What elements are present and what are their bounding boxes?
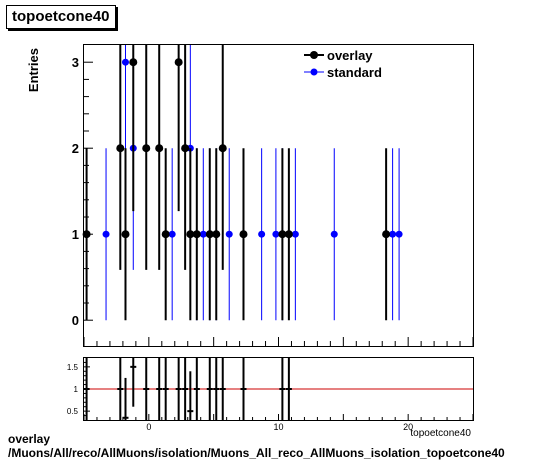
point-standard (389, 230, 397, 238)
main-axes: 0 1 2 3 (72, 55, 474, 346)
plot-title: topoetcone40 (6, 5, 116, 29)
legend-marker-standard (310, 68, 318, 76)
x-tick-label: 0 (146, 422, 151, 432)
ratio-y-tick-label: 0.5 (67, 407, 79, 416)
legend-entry-overlay: overlay (304, 48, 373, 63)
point-overlay (205, 230, 214, 239)
point-overlay (121, 230, 130, 239)
point-overlay (174, 58, 183, 67)
footer-path: /Muons/All/reco/AllMuons/isolation/Muons… (8, 446, 505, 460)
point-overlay (116, 144, 125, 153)
point-overlay (142, 144, 151, 153)
point-standard (199, 230, 207, 238)
point-overlay (161, 230, 170, 239)
point-overlay (192, 230, 201, 239)
point-standard (272, 230, 280, 238)
y-tick-label: 1 (72, 227, 79, 242)
ratio-frame (83, 357, 474, 421)
point-standard (395, 230, 403, 238)
y-tick-label: 2 (72, 141, 79, 156)
y-axis-label: Entries (26, 48, 41, 92)
legend-entry-standard: standard (304, 65, 382, 80)
main-frame (83, 44, 474, 347)
point-standard (225, 230, 233, 238)
legend-label-standard: standard (327, 65, 382, 80)
ratio-marks (83, 358, 473, 420)
legend-marker-overlay (310, 51, 318, 59)
point-overlay (218, 144, 227, 153)
point-standard (168, 230, 176, 238)
point-standard (121, 58, 129, 66)
point-standard (330, 230, 338, 238)
legend-label-overlay: overlay (327, 48, 373, 63)
x-tick-label: 20 (403, 422, 413, 432)
point-standard (258, 230, 266, 238)
point-standard (291, 230, 299, 238)
ratio-y-tick-label: 1.5 (67, 363, 79, 372)
point-overlay (82, 230, 91, 239)
y-tick-label: 0 (72, 313, 79, 328)
x-tick-label: 10 (273, 422, 283, 432)
point-overlay (284, 230, 293, 239)
point-overlay (181, 144, 190, 153)
y-tick-label: 3 (72, 55, 79, 70)
ratio-axes: 0 10 20 0.5 1 1.5 (67, 361, 474, 432)
point-overlay (155, 144, 164, 153)
point-overlay (212, 230, 221, 239)
footer-overlay-label: overlay (8, 432, 51, 446)
main-marks (82, 45, 403, 321)
point-standard (102, 230, 110, 238)
legend: overlay standard (304, 48, 382, 80)
point-overlay (186, 230, 195, 239)
point-overlay (129, 58, 138, 67)
point-overlay (278, 230, 287, 239)
ratio-y-tick-label: 1 (74, 385, 79, 394)
x-axis-label: topoetcone40 (410, 428, 471, 439)
point-overlay (382, 230, 391, 239)
point-overlay (239, 230, 248, 239)
